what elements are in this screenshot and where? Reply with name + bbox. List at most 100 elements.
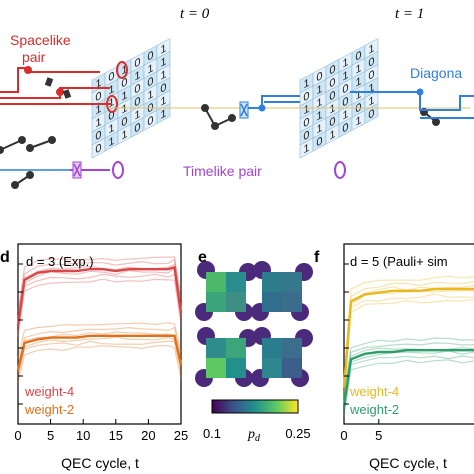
replicate-trace xyxy=(17,273,182,333)
top-schematic: t = 0 t = 1 1 0 1 0 0 10 1 0 1 1 11 1 1 0 0 11 0 1 0 1 00 1 0 1… xyxy=(0,6,474,189)
replicate-trace xyxy=(17,267,182,327)
syndrome-digit: 0 xyxy=(95,89,102,105)
heatmap-cell xyxy=(262,292,282,312)
heatmap-cell xyxy=(226,338,246,358)
syndrome-digit: 0 xyxy=(121,75,128,91)
syndrome-digit: 0 xyxy=(147,48,154,64)
spacelike-label-line2: pair xyxy=(22,49,46,65)
syndrome-digit: 0 xyxy=(147,113,154,129)
syndrome-digit: 1 xyxy=(316,95,322,110)
heatmap-cell xyxy=(282,292,302,312)
ancilla-dumbbells xyxy=(0,104,440,189)
surface-code-lattice-t0: 1 0 1 0 0 10 1 0 1 1 11 1 1 0 0 11 0 1 0 1 00 1 0 1 0 10 1 1 0 0 1 xyxy=(91,38,171,159)
syndrome-digit: 1 xyxy=(121,88,127,103)
colorbar-tick-max: 0.25 xyxy=(285,426,310,441)
timelike-label: Timelike pair xyxy=(183,163,262,179)
heatmap-cell xyxy=(226,292,246,312)
panel-d-xticks: 0 5 10 15 20 25 xyxy=(14,263,188,443)
panel-d-frame xyxy=(17,243,182,425)
syndrome-digit: 1 xyxy=(108,82,114,97)
syndrome-digit: 0 xyxy=(303,128,310,144)
timelike-highlight-t0 xyxy=(112,161,124,179)
spacelike-highlight-2 xyxy=(106,95,118,113)
t1-label: t = 1 xyxy=(395,6,424,22)
syndrome-digit: 1 xyxy=(316,121,322,136)
syndrome-digit: 1 xyxy=(108,121,114,136)
t0-label: t = 0 xyxy=(180,6,210,22)
heatmap-cell xyxy=(226,358,246,378)
replicate-trace xyxy=(343,355,474,412)
diagonal-node-2 xyxy=(416,88,424,96)
syndrome-digit: 0 xyxy=(355,48,362,64)
panel-d-xlabel: QEC cycle, t xyxy=(61,455,139,471)
syndrome-digit: 0 xyxy=(134,120,141,136)
diagonal-label: Diagona xyxy=(410,65,462,81)
syndrome-digit: 1 xyxy=(95,102,101,117)
syndrome-digit: 1 xyxy=(147,87,153,102)
replicate-trace xyxy=(17,344,182,384)
colorbar-label: pd xyxy=(247,427,261,444)
syndrome-digit: 0 xyxy=(134,94,141,110)
syndrome-digit: 1 xyxy=(316,108,322,123)
panel-e-heatmaps xyxy=(195,261,313,387)
syndrome-digit: 0 xyxy=(108,69,115,85)
heatmap-cell xyxy=(226,272,246,292)
syndrome-digit: 1 xyxy=(108,95,114,110)
syndrome-digit: 1 xyxy=(303,102,309,117)
xtick-label: 0 xyxy=(340,428,347,443)
syndrome-digit: 0 xyxy=(147,74,154,90)
xtick-label: 15 xyxy=(109,428,123,443)
syndrome-digit: 0 xyxy=(342,120,349,136)
replicate-trace xyxy=(17,340,182,379)
syndrome-digit: 1 xyxy=(134,68,140,83)
xtick-label: 5 xyxy=(375,428,382,443)
syndrome-digit: 1 xyxy=(95,76,101,91)
replicate-trace xyxy=(17,322,182,359)
series-line-weight-4 xyxy=(342,287,474,389)
replicate-trace xyxy=(343,293,474,397)
syndrome-digit: 1 xyxy=(368,80,374,95)
series-line-weight-2 xyxy=(16,334,183,371)
spacelike-label-line1: Spacelike xyxy=(10,32,71,48)
replicate-trace xyxy=(343,290,474,392)
replicate-trace xyxy=(343,342,474,399)
spacelike-highlight-1 xyxy=(116,61,128,79)
xtick-label: 5 xyxy=(47,428,54,443)
syndrome-digit: 1 xyxy=(355,113,361,128)
syndrome-digit: 0 xyxy=(95,128,102,144)
diagonal-pair-lines xyxy=(248,91,474,119)
x-marker-t1 xyxy=(239,101,249,119)
colorbar-tick-min: 0.1 xyxy=(203,426,221,441)
syndrome-digit: 1 xyxy=(329,101,335,116)
panel-f-legend-weight4: weight-4 xyxy=(349,384,399,399)
syndrome-digit: 1 xyxy=(160,54,166,69)
xtick-label: 10 xyxy=(76,428,90,443)
heatmap-cell xyxy=(282,358,302,378)
syndrome-digit: 1 xyxy=(368,93,374,108)
series-line-weight-4 xyxy=(16,265,183,326)
replicate-trace xyxy=(17,278,182,337)
replicate-trace xyxy=(17,336,182,373)
syndrome-digit: 1 xyxy=(329,127,335,142)
syndrome-digit: 1 xyxy=(121,62,127,77)
syndrome-digit: 0 xyxy=(368,54,375,70)
syndrome-digit: 1 xyxy=(342,55,348,70)
heatmap-cell xyxy=(262,358,282,378)
syndrome-digit: 0 xyxy=(329,62,336,78)
heatmap-cell xyxy=(262,272,282,292)
syndrome-digit: 0 xyxy=(303,115,310,131)
syndrome-digit: 1 xyxy=(108,134,114,149)
heatmap-cell xyxy=(282,272,302,292)
panel-d: d d = 3 (Exp.) weight-4 weight-2 0 5 10 15 2… xyxy=(0,243,188,471)
syndrome-digit: 1 xyxy=(147,61,153,76)
syndrome-digit: 1 xyxy=(316,82,322,97)
lattice-cell xyxy=(156,103,171,124)
syndrome-digit: 0 xyxy=(368,67,375,83)
syndrome-digit: 1 xyxy=(342,68,348,83)
syndrome-digit: 1 xyxy=(303,76,309,91)
panel-f-letter: f xyxy=(314,249,320,266)
syndrome-digit: 1 xyxy=(355,61,361,76)
syndrome-digit: 0 xyxy=(303,89,310,105)
syndrome-digit: 0 xyxy=(316,69,323,85)
syndrome-digit: 0 xyxy=(108,108,115,124)
